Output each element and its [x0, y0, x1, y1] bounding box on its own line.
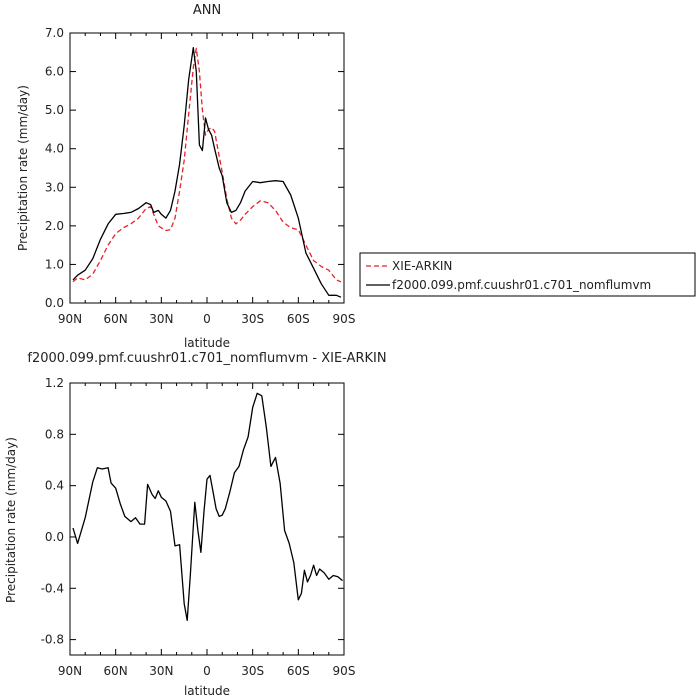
top-x-tick-label: 90N: [58, 312, 82, 326]
bottom-plot-frame: [69, 382, 345, 656]
bottom-chart-title: f2000.099.pmf.cuushr01.c701_nomflumvm - …: [27, 351, 386, 366]
bottom-x-tick-label: 30N: [149, 664, 173, 678]
top-y-tick-label: 0.0: [45, 296, 64, 310]
top-y-tick-label: 7.0: [45, 26, 64, 40]
top-y-tick-label: 6.0: [45, 65, 64, 79]
bottom-series-line-0: [72, 392, 343, 622]
legend-label-xie-arkin: XIE-ARKIN: [392, 259, 452, 273]
top-plot-frame: [69, 32, 345, 304]
top-y-axis-label: Precipitation rate (mm/day): [16, 85, 30, 251]
bottom-y-tick-label: 1.2: [45, 376, 64, 390]
legend-box: [359, 252, 696, 297]
bottom-y-axis-label: Precipitation rate (mm/day): [4, 437, 18, 603]
bottom-x-tick-label: 60S: [287, 664, 310, 678]
top-chart-title: ANN: [193, 3, 221, 18]
bottom-x-tick-label: 90N: [58, 664, 82, 678]
top-x-tick-label: 30S: [241, 312, 264, 326]
bottom-x-axis-label: latitude: [184, 684, 230, 698]
top-y-tick-label: 3.0: [45, 180, 64, 194]
top-y-tick-label: 4.0: [45, 142, 64, 156]
bottom-x-tick-label: 60N: [104, 664, 128, 678]
top-y-tick-label: 5.0: [45, 103, 64, 117]
bottom-y-tick-label: 0.8: [45, 427, 64, 441]
legend-label-model: f2000.099.pmf.cuushr01.c701_nomflumvm: [392, 278, 651, 292]
top-x-tick-label: 60N: [104, 312, 128, 326]
bottom-panel: f2000.099.pmf.cuushr01.c701_nomflumvm - …: [4, 351, 387, 698]
top-y-tick-label: 1.0: [45, 257, 64, 271]
bottom-x-tick-label: 90S: [333, 664, 356, 678]
top-x-axis-label: latitude: [184, 336, 230, 350]
top-x-tick-label: 0: [203, 312, 211, 326]
legend: XIE-ARKIN f2000.099.pmf.cuushr01.c701_no…: [359, 252, 696, 297]
top-panel: ANN 90N 60N 30N 0 30S 60S 90S 0.0 1.0 2.0 3.0 4.0 5.…: [16, 3, 355, 350]
top-x-tick-label: 60S: [287, 312, 310, 326]
top-y-tick-label: 2.0: [45, 219, 64, 233]
top-series-line-0: [72, 47, 342, 283]
top-x-tick-label: 90S: [333, 312, 356, 326]
top-series-line-1: [72, 47, 342, 298]
bottom-y-tick-label: 0.4: [45, 479, 64, 493]
bottom-x-tick-label: 30S: [241, 664, 264, 678]
top-x-tick-label: 30N: [149, 312, 173, 326]
bottom-y-tick-label: -0.8: [41, 633, 64, 647]
bottom-x-tick-label: 0: [203, 664, 211, 678]
bottom-y-tick-label: 0.0: [45, 530, 64, 544]
bottom-y-tick-label: -0.4: [41, 581, 64, 595]
